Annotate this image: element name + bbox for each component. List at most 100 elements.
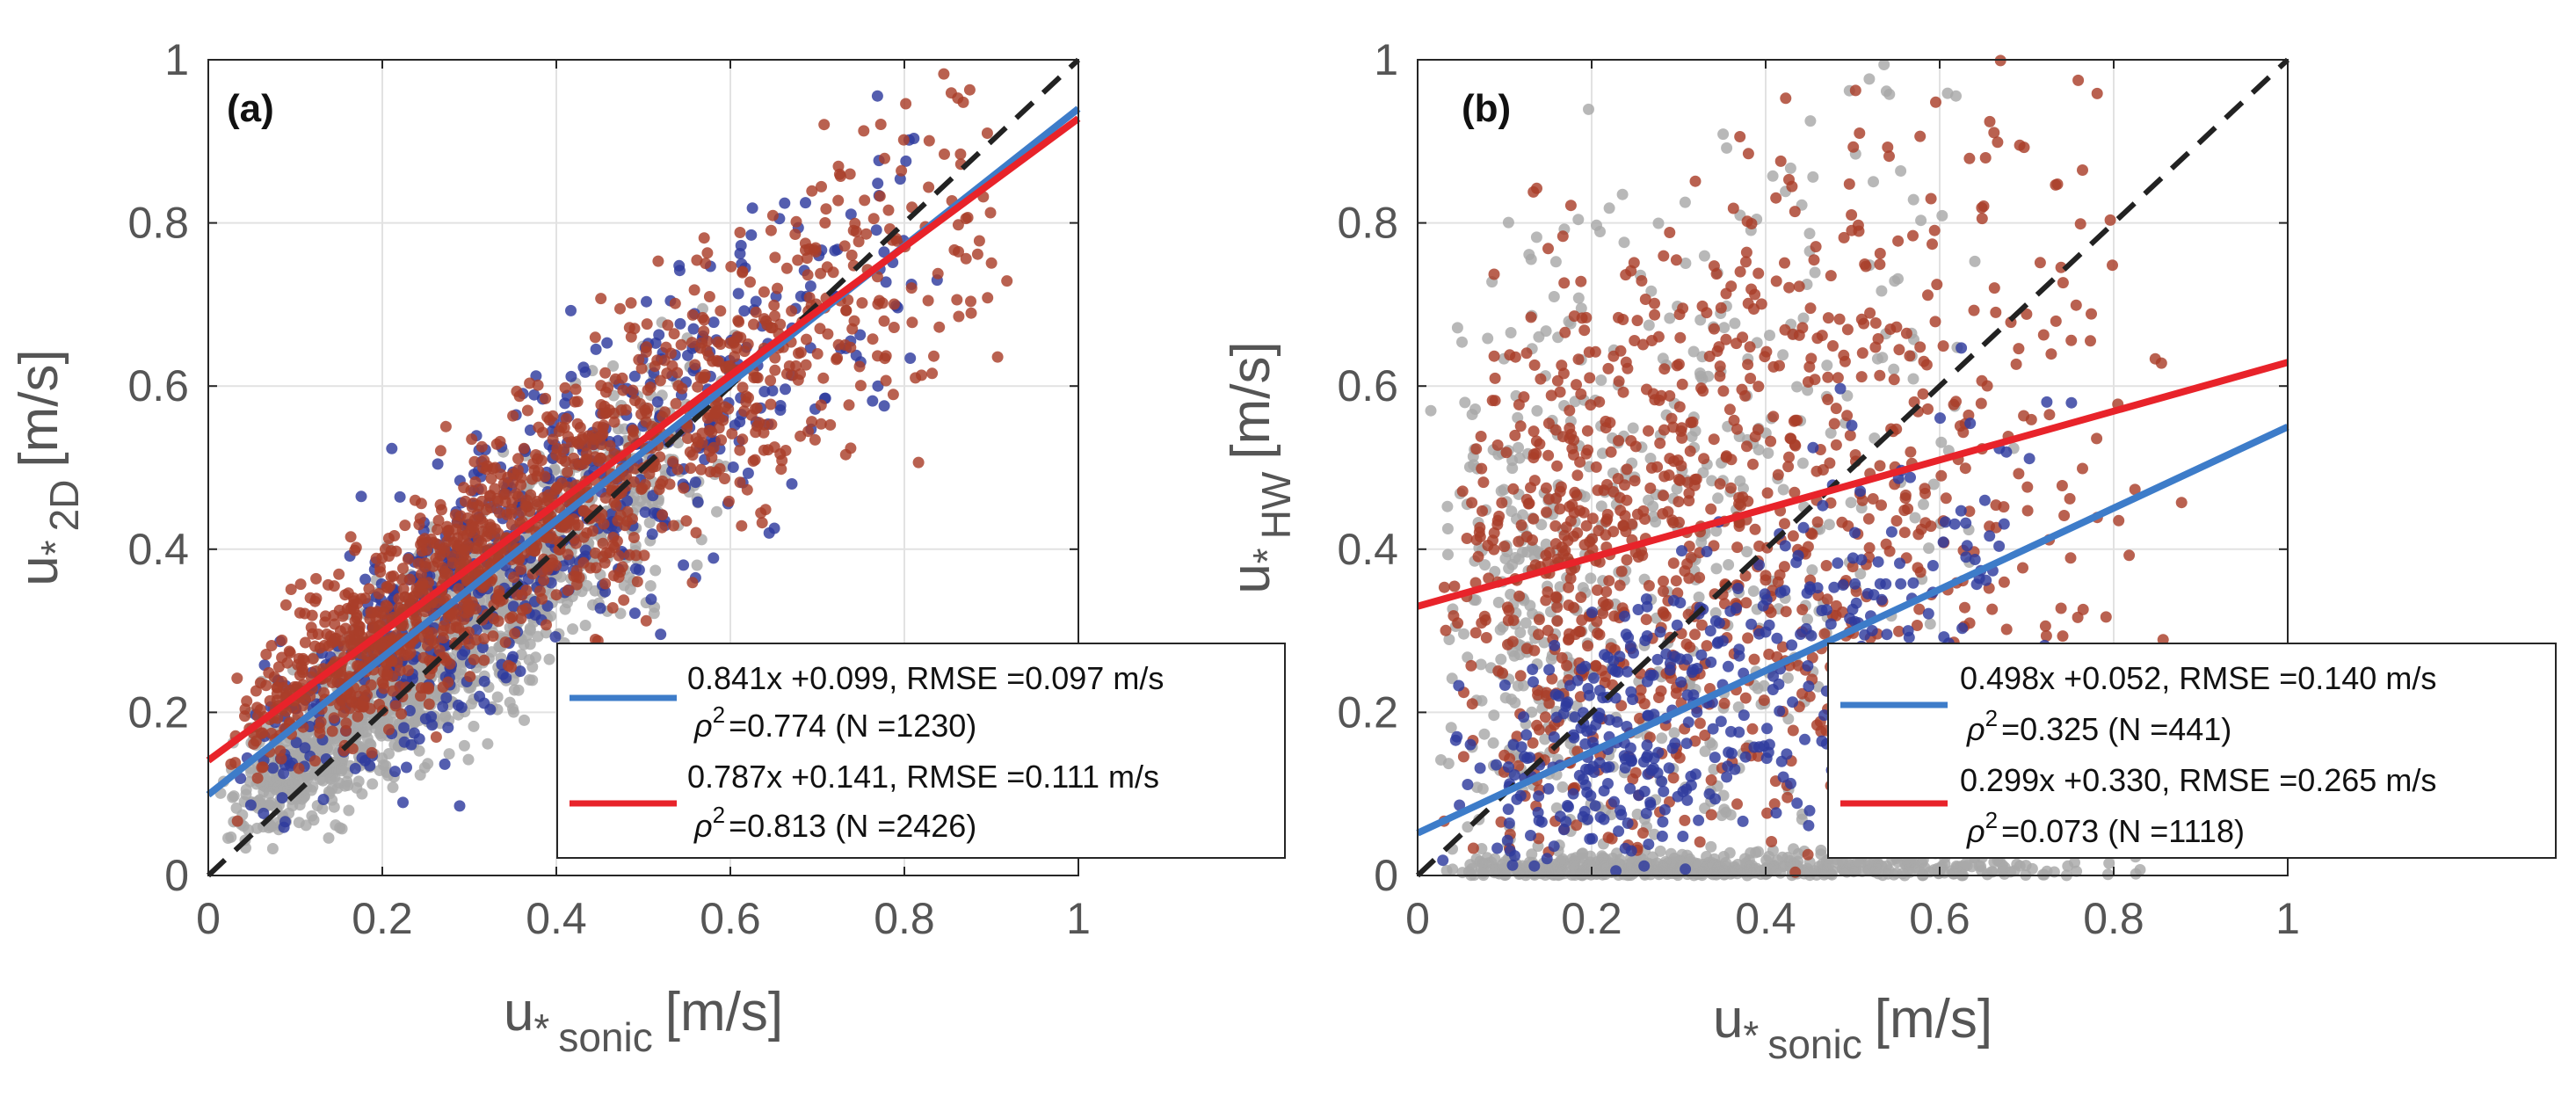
data-point-red-a: [698, 232, 710, 244]
data-point-red-a: [521, 404, 533, 417]
data-point-blue-a: [454, 800, 466, 812]
data-point-red-a: [618, 594, 630, 607]
data-point-red-a: [225, 758, 237, 770]
data-point-red-b: [1621, 554, 1633, 566]
data-point-grey-a: [468, 720, 480, 732]
data-point-grey-b: [1777, 349, 1789, 361]
data-point-grey-b: [1668, 852, 1680, 864]
data-point-red-a: [704, 466, 716, 478]
data-point-grey-b: [1556, 781, 1569, 793]
data-point-red-a: [383, 723, 395, 736]
y-tick-label-a: 1: [164, 35, 189, 84]
data-point-red-b: [1937, 340, 1949, 352]
data-point-red-a: [515, 613, 527, 624]
data-point-red-a: [802, 269, 814, 281]
data-point-red-b: [1841, 323, 1854, 336]
data-point-red-a: [656, 521, 668, 534]
legend-eq-red-a: 0.787x +0.141, RMSE =0.111 m/s: [687, 759, 1159, 795]
data-point-red-a: [599, 578, 612, 590]
data-point-red-a: [703, 445, 715, 457]
data-point-grey-a: [458, 739, 470, 752]
data-point-red-a: [468, 455, 481, 468]
data-point-grey-b: [1577, 582, 1589, 594]
data-point-grey-a: [324, 773, 337, 785]
data-point-red-a: [535, 454, 548, 467]
data-point-blue-a: [599, 585, 611, 598]
legend-stats-text-blue-a: =0.774 (N =1230): [729, 708, 976, 744]
data-point-grey-a: [225, 831, 237, 843]
data-point-red-a: [515, 505, 527, 518]
data-point-grey-a: [482, 737, 494, 750]
data-point-red-a: [599, 367, 612, 379]
data-point-grey-a: [243, 824, 254, 836]
data-point-grey-a: [422, 758, 434, 770]
data-point-red-a: [758, 286, 770, 298]
data-point-blue-a: [804, 280, 816, 292]
data-point-grey-a: [524, 638, 536, 650]
data-point-red-a: [654, 374, 666, 387]
data-point-grey-b: [1863, 73, 1876, 85]
data-point-grey-a: [649, 564, 662, 577]
data-point-red-b: [1675, 460, 1687, 472]
data-point-red-a: [625, 297, 637, 309]
data-point-grey-b: [1734, 475, 1746, 487]
data-point-red-b: [1498, 541, 1511, 553]
data-point-grey-b: [1679, 196, 1691, 208]
data-point-blue-a: [478, 675, 490, 687]
data-point-grey-b: [1475, 658, 1487, 671]
data-point-red-b: [1581, 425, 1593, 437]
data-point-grey-b: [1435, 754, 1447, 766]
data-point-red-a: [745, 409, 758, 421]
data-point-red-a: [786, 305, 798, 317]
data-point-grey-b: [1923, 542, 1935, 555]
data-point-red-b: [1658, 363, 1671, 375]
data-point-grey-a: [524, 624, 536, 636]
data-point-red-a: [437, 632, 449, 644]
data-point-red-a: [402, 553, 414, 565]
data-point-grey-b: [1618, 236, 1630, 249]
data-point-grey-b: [1712, 492, 1724, 505]
data-point-red-a: [820, 203, 832, 215]
data-point-grey-b: [1909, 512, 1921, 524]
y-axis-label-main-a: u: [9, 556, 69, 585]
data-point-grey-b: [1723, 559, 1735, 570]
data-point-red-a: [675, 338, 687, 351]
data-point-red-a: [668, 519, 679, 532]
data-point-red-a: [388, 530, 401, 541]
data-point-red-b: [1564, 200, 1577, 212]
data-point-red-b: [1466, 698, 1478, 710]
data-point-red-a: [662, 319, 674, 331]
data-point-red-a: [475, 440, 488, 453]
data-point-red-b: [1715, 301, 1727, 314]
data-point-grey-b: [1508, 650, 1520, 662]
data-point-red-b: [1448, 580, 1461, 592]
data-point-red-b: [1869, 317, 1882, 329]
data-point-red-a: [698, 325, 710, 338]
data-point-grey-a: [643, 517, 656, 529]
data-point-red-a: [766, 209, 779, 222]
data-point-red-a: [434, 498, 446, 511]
data-point-blue-a: [678, 559, 690, 571]
data-point-red-b: [1470, 443, 1483, 455]
data-point-red-a: [399, 519, 411, 532]
data-point-red-b: [1467, 842, 1479, 854]
data-point-red-a: [939, 148, 950, 160]
data-point-red-a: [690, 527, 702, 539]
data-point-grey-b: [1784, 162, 1796, 174]
data-point-red-b: [1605, 446, 1617, 458]
data-point-grey-b: [1821, 360, 1833, 372]
data-point-red-a: [726, 427, 738, 440]
data-point-red-a: [415, 690, 426, 702]
data-point-red-a: [359, 592, 371, 605]
data-point-red-a: [314, 727, 326, 739]
legend-rho-exp-red-a: 2: [713, 802, 725, 828]
data-point-red-a: [952, 219, 964, 231]
data-point-grey-b: [1549, 256, 1562, 268]
x-tick-label-a: 0.4: [526, 894, 587, 943]
data-point-red-b: [2074, 218, 2086, 230]
data-point-red-a: [832, 194, 845, 207]
x-axis-label-unit-a: [m/s]: [665, 982, 783, 1043]
data-point-grey-b: [1572, 292, 1585, 304]
data-point-red-a: [285, 584, 297, 595]
data-point-red-a: [562, 548, 574, 561]
